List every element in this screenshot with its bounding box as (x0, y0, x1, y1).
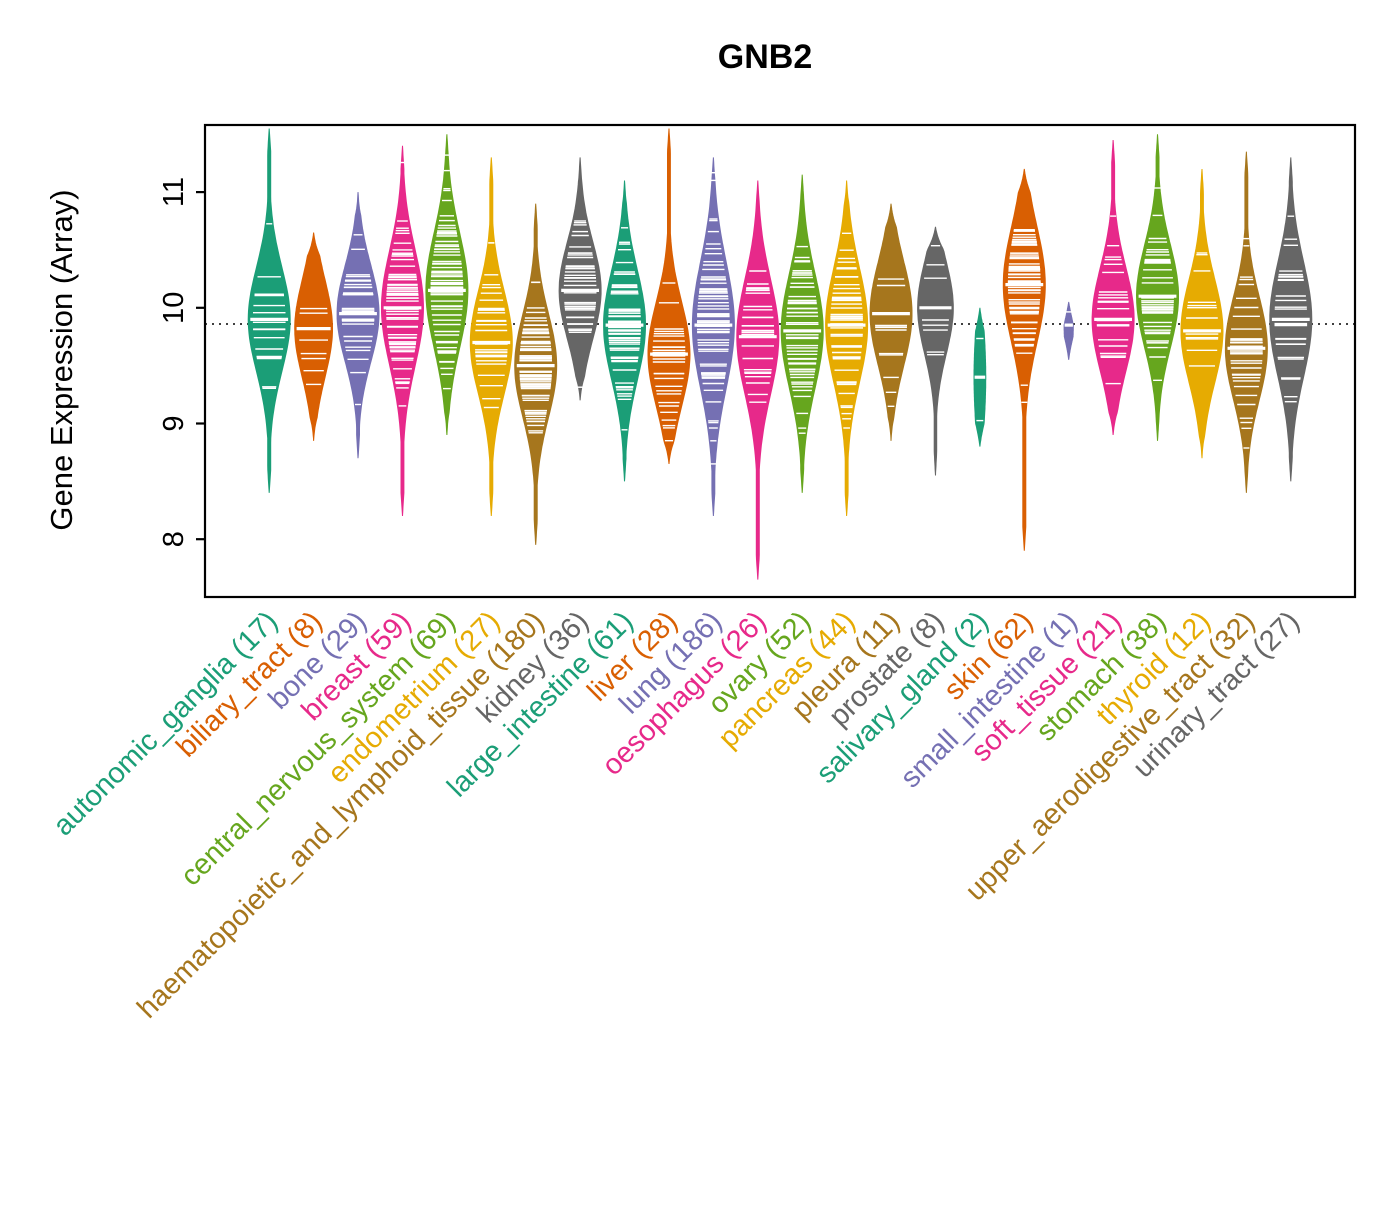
data-dashes-ovary (785, 245, 819, 434)
y-tick-label-10: 10 (158, 292, 190, 324)
data-dashes-kidney (563, 220, 597, 388)
violin-small_intestine (1063, 301, 1074, 360)
y-tick-label-11: 11 (158, 177, 190, 207)
violin-pleura (869, 203, 913, 441)
data-dashes-breast (386, 161, 419, 407)
plot-border (203, 123, 1357, 599)
y-axis-label: Gene Expression (Array) (44, 189, 79, 530)
violin-lung (691, 157, 735, 517)
violin-stomach (1135, 134, 1179, 441)
data-dashes-haematopoietic_and_lymphoid_tissue (519, 281, 553, 434)
y-tick-label-9: 9 (158, 415, 190, 431)
violin-liver (647, 128, 691, 465)
data-dashes-oesophagus (741, 270, 775, 403)
violin-upper_aerodigestive_tract (1224, 151, 1268, 493)
data-dashes-large_intestine (608, 227, 641, 431)
data-dashes-autonomic_ganglia (252, 223, 286, 389)
violin-biliary_tract (294, 232, 333, 441)
chart-title: GNB2 (718, 38, 812, 76)
violin-autonomic_ganglia (247, 128, 291, 493)
y-tick-label-8: 8 (158, 531, 190, 547)
violin-ovary (780, 174, 824, 493)
data-dashes-thyroid (1185, 252, 1219, 367)
data-dashes-prostate (922, 244, 949, 356)
data-dashes-skin (1007, 228, 1041, 403)
data-dashes-liver (652, 282, 686, 442)
violin-skin (1002, 168, 1046, 551)
violin-oesophagus (736, 180, 780, 580)
plot-area: autonomic_ganglia (17)biliary_tract (8)b… (47, 123, 1357, 1025)
violin-pancreas (825, 180, 869, 517)
violin-thyroid (1180, 168, 1224, 459)
violin-bone (336, 192, 380, 459)
violin-endometrium (469, 157, 513, 517)
data-dashes-upper_aerodigestive_tract (1230, 237, 1263, 449)
data-dashes-central_nervous_system (430, 154, 464, 390)
data-dashes-lung (697, 171, 730, 465)
data-dashes-salivary_gland (976, 337, 984, 422)
violin-soft_tissue (1091, 139, 1135, 436)
data-dashes-endometrium (474, 242, 508, 409)
data-dashes-bone (341, 234, 375, 406)
violin-prostate (917, 226, 954, 476)
violin-breast (381, 145, 425, 517)
data-dashes-pleura (875, 278, 907, 407)
data-dashes-stomach (1141, 187, 1174, 381)
